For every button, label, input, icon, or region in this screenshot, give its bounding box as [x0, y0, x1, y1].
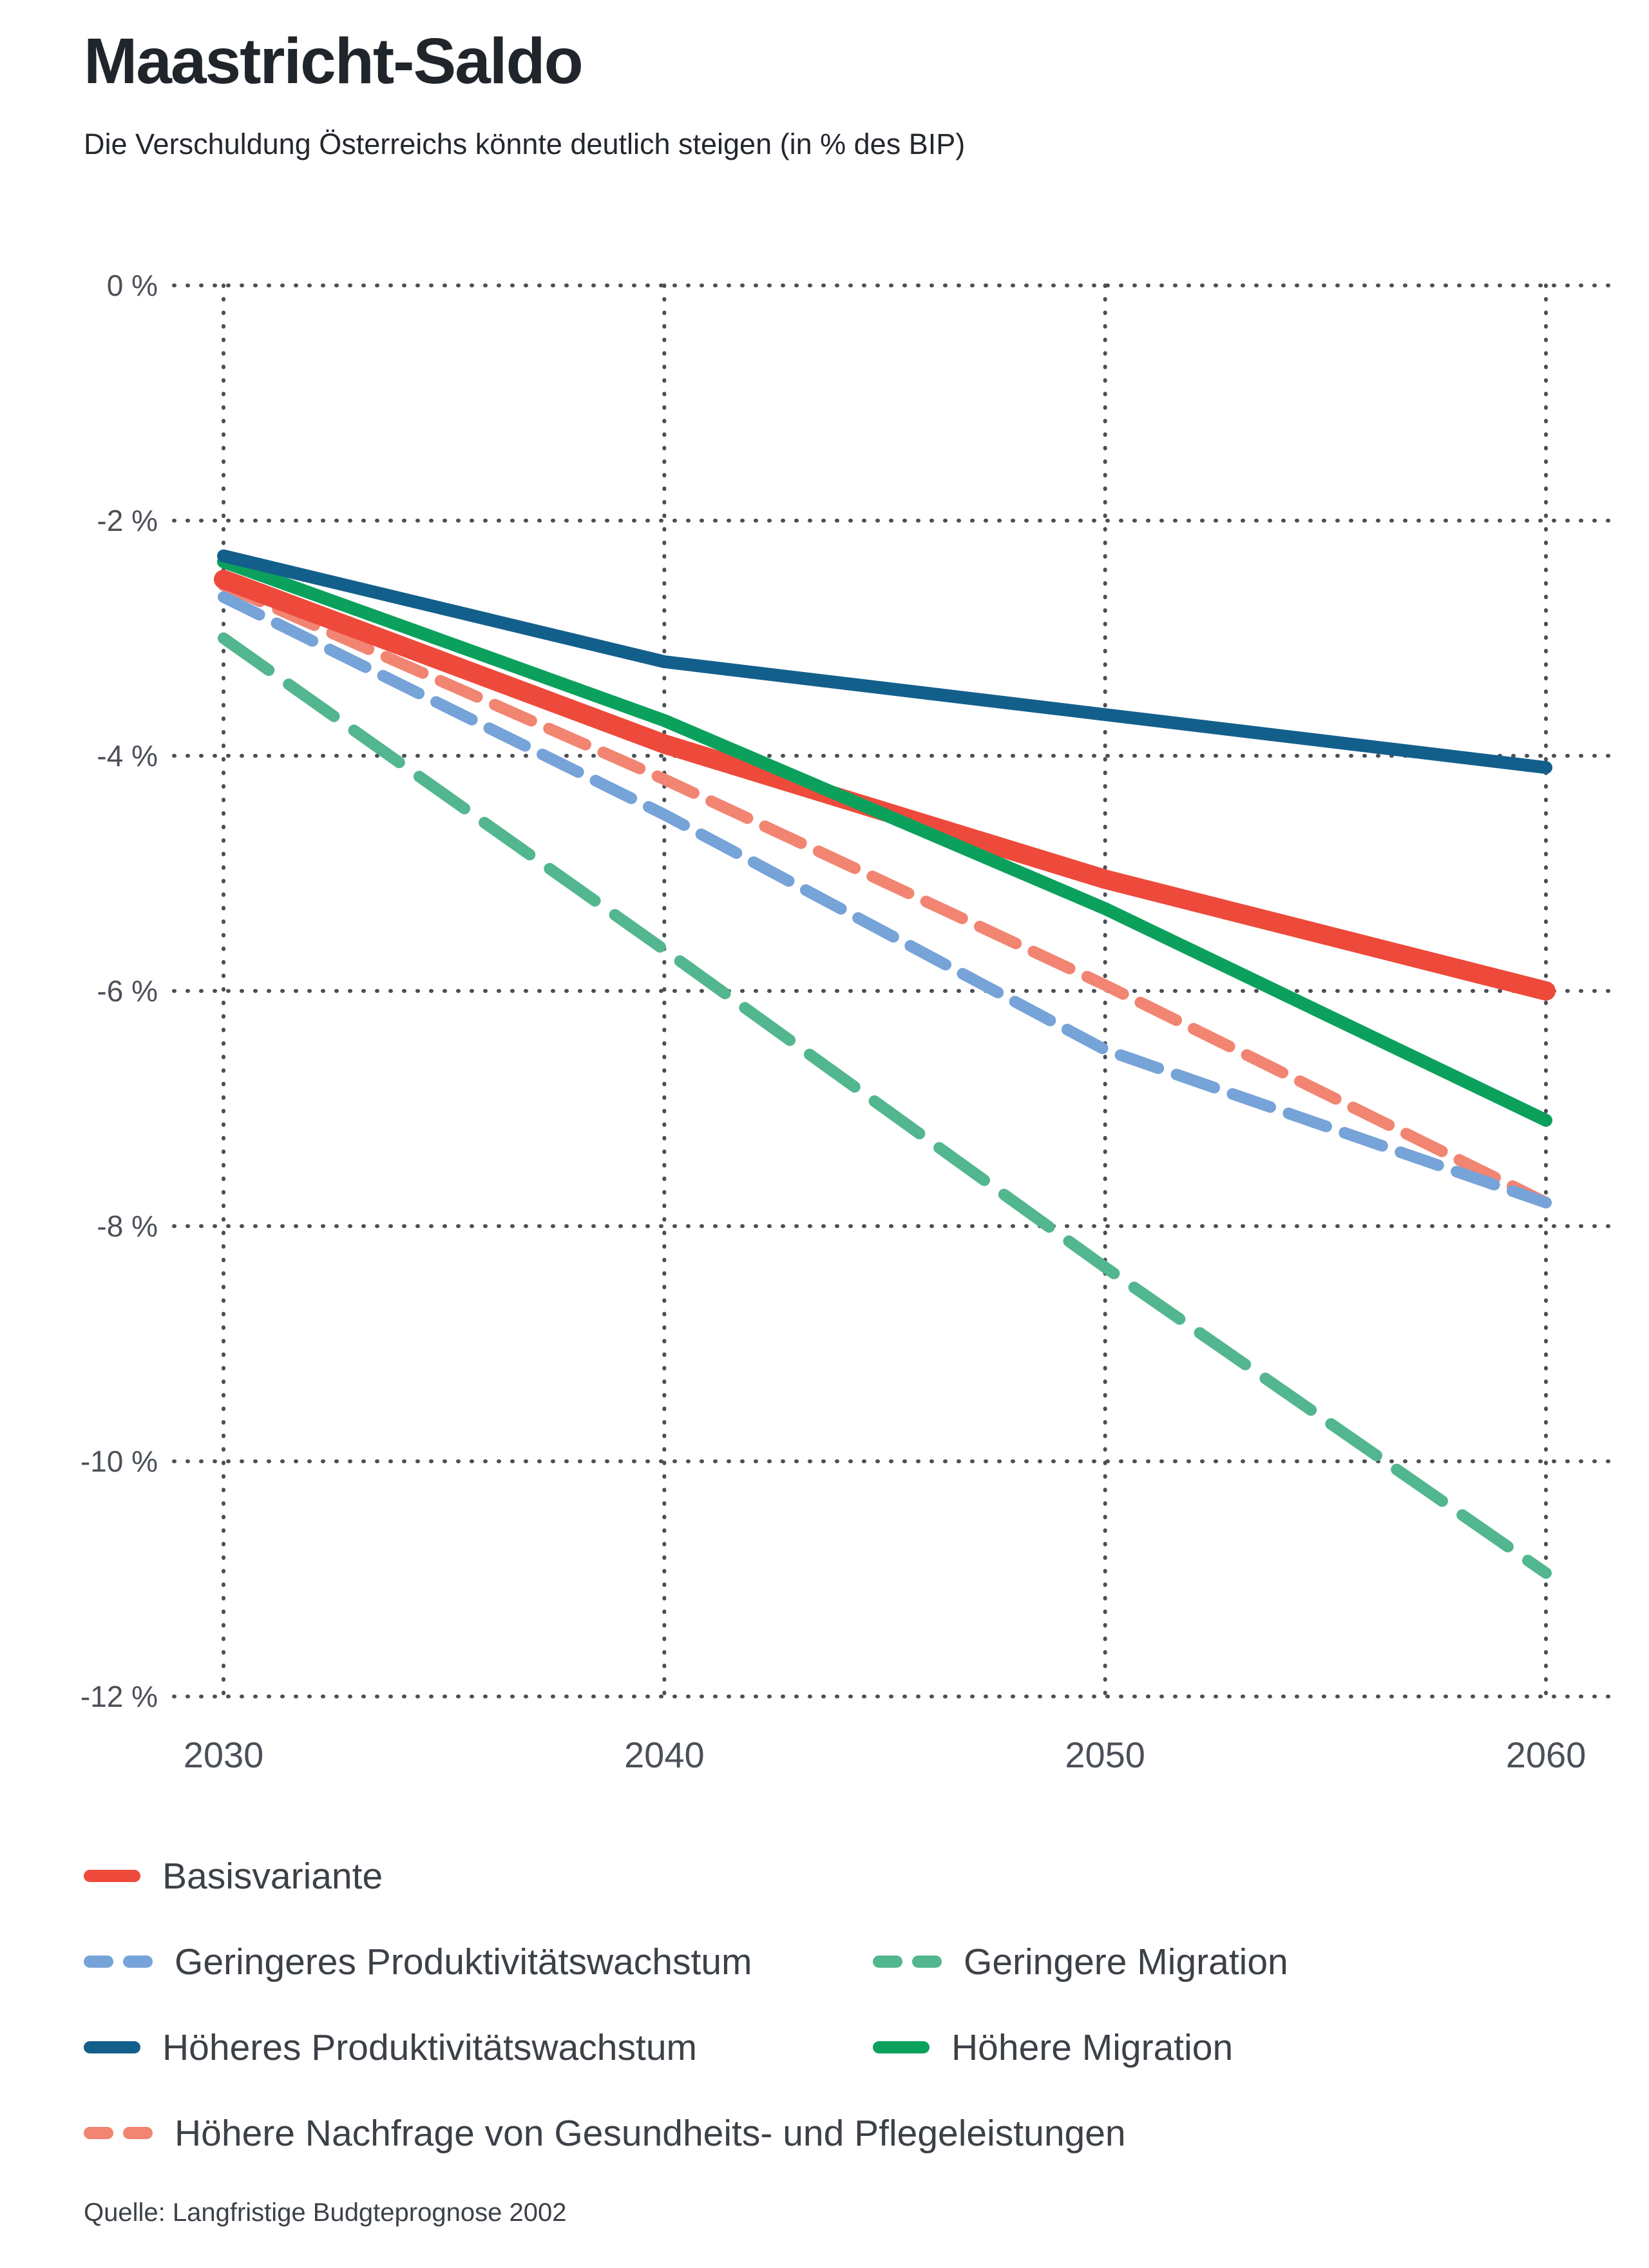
- legend-label: Geringeres Produktivitätswachstum: [175, 1941, 752, 1983]
- legend-swatch-geringere-migration: [873, 1956, 942, 1968]
- series-line-5: [217, 555, 1552, 1127]
- legend-line-segment: [873, 2041, 929, 2053]
- legend-dash-segment: [84, 2127, 113, 2139]
- y-tick-label: -8 %: [97, 1209, 158, 1243]
- legend-label: Höhere Nachfrage von Gesundheits- und Pf…: [175, 2112, 1126, 2154]
- legend-item-hoehere-nachfrage: Höhere Nachfrage von Gesundheits- und Pf…: [84, 2112, 1126, 2155]
- series-line-2: [218, 591, 1552, 1209]
- legend-label: Geringere Migration: [964, 1941, 1288, 1983]
- legend-dash-segment: [84, 1956, 113, 1968]
- legend-swatch-hoeheres-produktivitaetswachstum: [84, 2041, 140, 2053]
- chart-legend: Basisvariante Geringeres Produktivitätsw…: [84, 1833, 1585, 2176]
- legend-label: Basisvariante: [162, 1855, 383, 1897]
- legend-swatch-hoehere-nachfrage: [84, 2127, 153, 2139]
- y-tick-label: 0 %: [107, 269, 158, 302]
- x-tick-label: 2040: [624, 1735, 705, 1775]
- legend-item-basisvariante: Basisvariante: [84, 1855, 873, 1898]
- y-tick-label: -6 %: [97, 974, 158, 1008]
- legend-line-segment: [84, 1870, 140, 1882]
- legend-item-hoehere-migration: Höhere Migration: [873, 2026, 1585, 2069]
- legend-dash-segment: [912, 1956, 942, 1968]
- legend-dash-segment: [123, 1956, 153, 1968]
- line-chart: 0 % -2 % -4 % -6 % -8 % -10 % -12 % 2030 2040 205…: [81, 269, 1612, 1775]
- source-note: Quelle: Langfristige Budgteprognose 2002: [84, 2198, 567, 2227]
- legend-item-geringeres-produktivitaetswachstum: Geringeres Produktivitätswachstum: [84, 1941, 873, 1983]
- legend-swatch-basisvariante: [84, 1870, 140, 1882]
- x-tick-label: 2060: [1506, 1735, 1587, 1775]
- legend-item-hoeheres-produktivitaetswachstum: Höheres Produktivitätswachstum: [84, 2026, 873, 2069]
- chart-title: Maastricht-Saldo: [84, 25, 584, 97]
- series-line-4: [217, 549, 1552, 774]
- chart-subtitle: Die Verschuldung Österreichs könnte deut…: [84, 128, 966, 160]
- series-line-3: [218, 632, 1552, 1579]
- legend-dash-segment: [873, 1956, 902, 1968]
- legend-swatch-geringeres-produktivitaetswachstum: [84, 1956, 153, 1968]
- legend-swatch-hoehere-migration: [873, 2041, 929, 2053]
- x-tick-label: 2050: [1065, 1735, 1145, 1775]
- legend-label: Höhere Migration: [951, 2026, 1234, 2068]
- x-tick-label: 2030: [184, 1735, 264, 1775]
- legend-item-geringere-migration: Geringere Migration: [873, 1941, 1585, 1983]
- y-tick-label: -2 %: [97, 504, 158, 537]
- y-tick-label: -4 %: [97, 739, 158, 773]
- legend-dash-segment: [123, 2127, 153, 2139]
- legend-line-segment: [84, 2041, 140, 2053]
- y-tick-label: -10 %: [81, 1445, 158, 1478]
- legend-label: Höheres Produktivitätswachstum: [162, 2026, 698, 2068]
- series-line-6: [218, 579, 1552, 1209]
- y-tick-label: -12 %: [81, 1680, 158, 1713]
